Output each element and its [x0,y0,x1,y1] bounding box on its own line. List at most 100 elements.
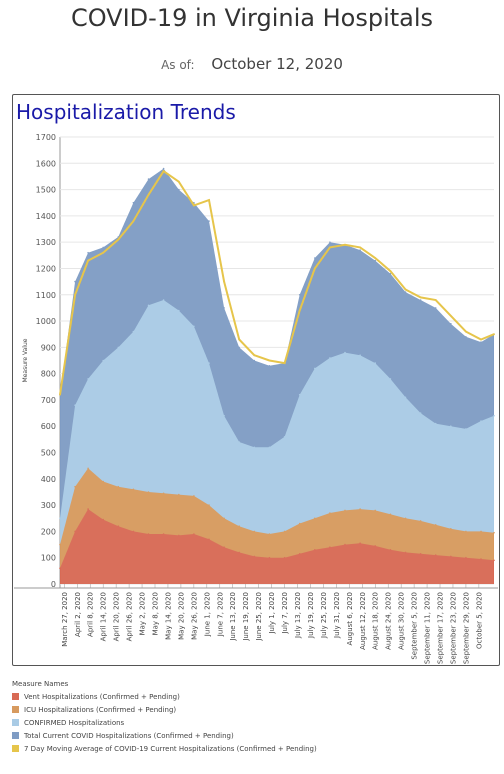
point-confirmed [208,362,210,364]
as-of-row: As of: October 12, 2020 [0,55,504,73]
point-confirmed [314,367,316,370]
point-avg [283,362,286,364]
x-tick-label: May 2, 2020 [139,592,147,635]
point-avg [449,314,452,317]
legend-label-avg: 7 Day Moving Average of COVID-19 Current… [24,744,317,753]
x-tick-label: May 20, 2020 [177,592,185,640]
legend-item-vent[interactable]: Vent Hospitalizations (Confirmed + Pendi… [12,690,317,703]
point-vent [102,518,104,521]
point-icu [268,533,271,535]
x-tick-label: May 8, 2020 [152,592,160,635]
point-total [389,272,392,275]
legend-label-confirmed: CONFIRMED Hospitalizations [24,718,125,727]
point-avg [253,354,256,357]
point-total [162,167,165,170]
x-tick-label: August 30, 2020 [398,592,406,650]
point-vent [480,558,482,560]
legend-item-icu[interactable]: ICU Hospitalizations (Confirmed + Pendin… [12,703,317,716]
point-icu [117,485,120,488]
y-tick-label: 600 [41,422,56,431]
legend-label-vent: Vent Hospitalizations (Confirmed + Pendi… [24,692,180,701]
point-avg [132,220,135,223]
point-avg [434,299,437,301]
point-confirmed [132,330,135,333]
point-avg [117,238,120,241]
y-tick-label: 1400 [36,212,56,221]
y-tick-label: 1000 [36,317,56,326]
point-icu [223,517,225,520]
x-tick-label: September 17, 2020 [437,592,445,664]
point-total [117,236,120,238]
point-confirmed [359,354,361,357]
point-icu [480,530,482,533]
point-total [74,280,76,283]
x-tick-label: June 25, 2020 [255,592,263,642]
point-vent [314,549,316,551]
point-icu [359,508,361,510]
legend-item-avg[interactable]: 7 Day Moving Average of COVID-19 Current… [12,742,317,755]
x-tick-label: March 27, 2020 [61,592,69,647]
point-vent [253,555,256,558]
as-of-date: October 12, 2020 [211,55,343,73]
point-confirmed [493,414,495,417]
point-vent [162,533,165,535]
point-confirmed [465,428,467,430]
point-vent [87,508,89,510]
point-confirmed [117,346,120,349]
y-tick-label: 900 [41,343,56,352]
x-tick-label: August 18, 2020 [372,592,380,650]
y-tick-label: 1300 [36,238,56,247]
y-tick-label: 700 [41,396,56,405]
legend-item-confirmed[interactable]: CONFIRMED Hospitalizations [12,716,317,729]
point-confirmed [59,517,61,520]
legend-swatch-avg [12,745,19,752]
as-of-label: As of: [161,58,195,72]
point-icu [450,528,452,530]
y-tick-label: 400 [41,475,56,484]
point-confirmed [178,309,180,312]
point-confirmed [344,351,346,354]
legend-swatch-total [12,732,19,739]
point-confirmed [74,404,76,407]
point-total [298,294,301,296]
point-avg [177,180,180,183]
x-tick-label: September 5, 2020 [411,592,419,660]
point-total [223,307,225,309]
legend-title: Measure Names [12,680,69,688]
y-tick-label: 1600 [36,159,56,168]
x-tick-label: July 25, 2020 [320,592,328,639]
y-tick-label: 0 [51,580,56,589]
point-vent [374,545,377,547]
x-tick-label: September 23, 2020 [450,592,458,664]
point-avg [465,330,467,333]
point-icu [374,509,377,512]
x-tick-label: April 2, 2020 [74,592,82,637]
point-vent [117,525,120,527]
point-total [404,291,407,293]
x-tick-label: August 24, 2020 [385,592,393,650]
point-total [208,220,210,222]
point-avg [74,293,76,296]
point-icu [344,509,346,512]
page-title: COVID-19 in Virginia Hospitals [70,4,434,32]
legend-item-total[interactable]: Total Current COVID Hospitalizations (Co… [12,729,317,742]
x-tick-label: August 6, 2020 [346,592,354,645]
point-vent [74,530,76,533]
point-vent [223,546,225,548]
point-total [465,336,467,338]
point-avg [404,288,407,291]
point-confirmed [147,304,150,307]
point-avg [208,199,210,202]
point-avg [389,270,392,272]
point-icu [59,543,61,546]
y-tick-label: 300 [41,501,56,510]
point-vent [329,546,331,548]
point-vent [193,533,195,535]
point-total [480,341,482,343]
chart-panel [12,94,500,666]
point-total [314,257,316,259]
point-avg [480,338,482,341]
point-icu [465,530,467,533]
point-total [434,307,437,309]
